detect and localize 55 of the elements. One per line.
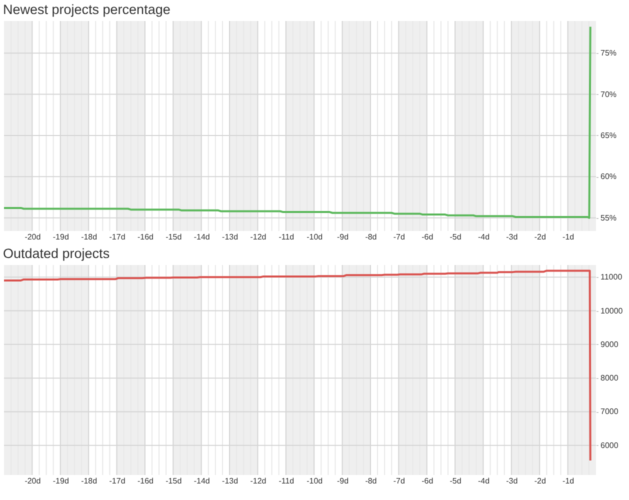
x-tick-label: -1d bbox=[562, 476, 574, 486]
y-tick-label: 7000 bbox=[600, 407, 619, 416]
line-series bbox=[3, 270, 592, 462]
x-tick-label: -7d bbox=[393, 476, 405, 486]
x-tick-label: -20d bbox=[24, 476, 41, 486]
x-tick-label: -14d bbox=[194, 232, 210, 242]
x-tick-label: -15d bbox=[166, 232, 182, 242]
y-tick-label: 10000 bbox=[600, 306, 624, 316]
x-tick-label: -9d bbox=[337, 476, 349, 486]
x-tick-label: -5d bbox=[450, 476, 462, 486]
x-tick-label: -13d bbox=[222, 232, 238, 242]
x-tick-label: -15d bbox=[166, 476, 182, 486]
y-tick-label: 70% bbox=[600, 90, 617, 99]
x-tick-label: -4d bbox=[478, 232, 490, 242]
x-tick-label: -7d bbox=[393, 232, 405, 242]
x-tick-label: -18d bbox=[81, 232, 98, 242]
x-tick-label: -8d bbox=[365, 232, 377, 242]
x-tick-label: -11d bbox=[278, 232, 294, 242]
x-tick-label: -14d bbox=[194, 476, 210, 486]
x-tick-label: -12d bbox=[250, 232, 266, 242]
x-tick-label: -4d bbox=[478, 476, 490, 486]
x-tick-label: -9d bbox=[337, 232, 349, 242]
y-tick-label: 6000 bbox=[600, 440, 619, 450]
y-tick-label: 8000 bbox=[600, 374, 619, 383]
x-tick-label: -8d bbox=[365, 476, 377, 486]
y-tick-label: 60% bbox=[600, 172, 617, 182]
line-series bbox=[3, 26, 592, 219]
x-tick-label: -19d bbox=[52, 232, 69, 242]
x-tick-label: -18d bbox=[81, 476, 98, 486]
x-tick-label: -17d bbox=[109, 232, 126, 242]
y-tick-label: 65% bbox=[600, 130, 617, 140]
x-tick-label: -16d bbox=[137, 232, 154, 242]
x-tick-label: -6d bbox=[422, 232, 434, 242]
x-tick-label: -17d bbox=[109, 476, 126, 486]
chart-title: Outdated projects bbox=[3, 246, 110, 261]
x-tick-label: -10d bbox=[306, 232, 323, 242]
x-tick-label: -1d bbox=[562, 232, 574, 242]
x-tick-label: -2d bbox=[534, 232, 546, 242]
x-tick-label: -12d bbox=[250, 476, 266, 486]
x-tick-label: -19d bbox=[52, 476, 69, 486]
x-tick-label: -3d bbox=[506, 476, 518, 486]
x-tick-label: -11d bbox=[278, 476, 294, 486]
y-tick-label: 75% bbox=[600, 48, 617, 58]
x-tick-label: -16d bbox=[137, 476, 154, 486]
x-tick-label: -20d bbox=[24, 232, 41, 242]
chart-title: Newest projects percentage bbox=[3, 2, 170, 17]
x-tick-label: -2d bbox=[534, 476, 546, 486]
x-tick-label: -3d bbox=[506, 232, 518, 242]
x-tick-label: -10d bbox=[306, 476, 323, 486]
x-tick-label: -6d bbox=[422, 476, 434, 486]
y-tick-label: 11000 bbox=[600, 272, 623, 282]
y-tick-label: 55% bbox=[600, 213, 617, 222]
x-tick-label: -5d bbox=[450, 232, 462, 242]
y-tick-label: 9000 bbox=[600, 340, 619, 349]
x-tick-label: -13d bbox=[222, 476, 238, 486]
